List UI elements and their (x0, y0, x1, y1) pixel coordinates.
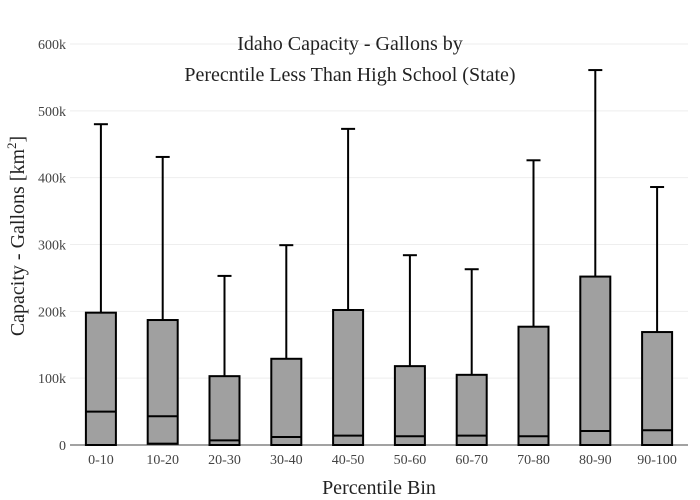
box-group-0-10 (84, 123, 117, 447)
y-tick-label: 500k (38, 105, 66, 120)
box-group-80-90 (579, 69, 612, 446)
chart-title-line-1: Idaho Capacity - Gallons by (237, 33, 463, 55)
x-tick-label: 90-100 (637, 453, 677, 468)
iqr-box (270, 357, 303, 446)
iqr-box (84, 311, 117, 447)
iqr-box (455, 373, 488, 447)
y-axis-label-main: Capacity - Gallons [km (7, 149, 29, 337)
box-group-40-50 (332, 127, 365, 446)
axis-layer: 0 100k 200k 300k 400k 500k 600k 0-10 10-20 20-30 3… (38, 38, 688, 468)
iqr-box (517, 325, 550, 446)
box-layer (84, 69, 674, 447)
y-tick-label: 400k (38, 172, 66, 187)
box-group-30-40 (270, 244, 303, 446)
x-tick-label: 80-90 (579, 453, 612, 468)
box-group-60-70 (455, 268, 488, 447)
x-tick-label: 20-30 (208, 453, 241, 468)
chart-title-line-2: Perecntile Less Than High School (State) (184, 64, 515, 86)
iqr-box (393, 365, 426, 446)
box-group-70-80 (517, 159, 550, 446)
x-tick-label: 40-50 (332, 453, 365, 468)
x-tick-label: 70-80 (517, 453, 550, 468)
y-tick-label: 600k (38, 38, 66, 53)
iqr-box (641, 331, 674, 446)
box-group-90-100 (641, 186, 674, 446)
x-tick-label: 10-20 (146, 453, 179, 468)
x-tick-label: 30-40 (270, 453, 303, 468)
box-group-20-30 (208, 274, 241, 446)
x-tick-label: 60-70 (455, 453, 488, 468)
iqr-box (146, 319, 179, 445)
x-tick-label: 0-10 (88, 453, 114, 468)
y-tick-label: 0 (59, 439, 66, 454)
y-axis-label-superscript: 2 (4, 142, 19, 149)
y-tick-label: 300k (38, 239, 66, 254)
x-axis-label: Percentile Bin (322, 477, 436, 499)
y-tick-label: 200k (38, 305, 66, 320)
iqr-box (332, 308, 365, 446)
iqr-box (208, 375, 241, 446)
x-tick-label: 50-60 (394, 453, 427, 468)
box-group-50-60 (393, 254, 426, 446)
box-group-10-20 (146, 155, 179, 445)
y-tick-label: 100k (38, 372, 66, 387)
y-axis-label: Capacity - Gallons [km2] (4, 136, 29, 336)
iqr-box (579, 275, 612, 446)
y-axis-label-end: ] (7, 136, 29, 143)
